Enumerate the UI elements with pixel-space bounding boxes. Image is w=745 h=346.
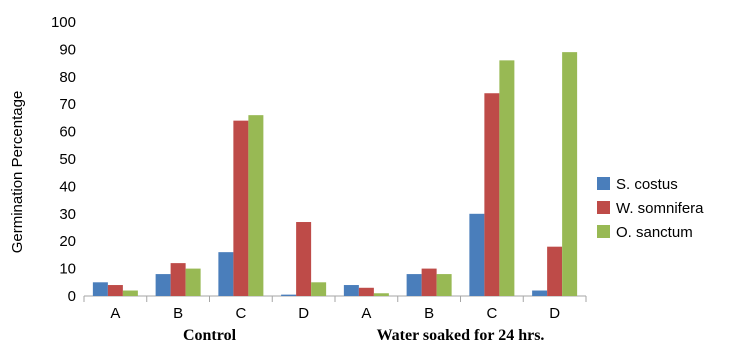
bar-w-somnifera-5	[421, 268, 437, 296]
group-label-0: Control	[183, 327, 237, 344]
x-tick-label: A	[361, 305, 371, 322]
y-tick-label: 0	[68, 288, 76, 305]
x-tick-label: D	[298, 305, 309, 322]
x-tick-label: A	[110, 305, 120, 322]
y-tick-label: 90	[59, 41, 76, 58]
y-tick-label: 30	[59, 206, 76, 223]
bar-o-sanctum-2	[248, 115, 264, 296]
bars	[92, 52, 578, 297]
legend-entry: S. costus	[616, 176, 678, 193]
bar-s-costus-4	[343, 285, 359, 296]
x-tick-label: B	[424, 305, 434, 322]
bar-o-sanctum-0	[122, 290, 138, 296]
x-tick-label: C	[486, 305, 497, 322]
bar-s-costus-3	[281, 294, 297, 296]
legend: S. costus W. somnifera O. sanctum	[597, 176, 704, 241]
bar-o-sanctum-1	[185, 268, 201, 296]
y-tick-label: 80	[59, 69, 76, 86]
bar-s-costus-1	[155, 274, 171, 296]
bar-w-somnifera-3	[296, 222, 312, 296]
y-axis: 0 10 20 30 40 50 60 70 80 90 100	[51, 14, 76, 305]
bar-w-somnifera-2	[233, 120, 249, 296]
legend-swatch	[597, 177, 610, 190]
x-tick-label: D	[549, 305, 560, 322]
bar-o-sanctum-6	[499, 60, 515, 296]
x-tick-label: B	[173, 305, 183, 322]
bar-o-sanctum-3	[311, 282, 327, 296]
y-tick-label: 10	[59, 261, 76, 278]
y-tick-label: 50	[59, 151, 76, 168]
y-tick-label: 60	[59, 124, 76, 141]
legend-entry: W. somnifera	[616, 200, 704, 217]
bar-s-costus-5	[406, 274, 422, 296]
bar-s-costus-6	[469, 213, 485, 296]
bar-w-somnifera-1	[170, 263, 186, 296]
bar-o-sanctum-5	[436, 274, 452, 296]
y-tick-label: 70	[59, 96, 76, 113]
legend-swatch	[597, 201, 610, 214]
legend-entry: O. sanctum	[616, 224, 693, 241]
y-axis-label: Germination Percentage	[9, 91, 26, 254]
bar-w-somnifera-0	[107, 285, 123, 296]
bar-o-sanctum-7	[562, 52, 578, 296]
group-label-1: Water soaked for 24 hrs.	[377, 327, 545, 344]
x-tick-label: C	[235, 305, 246, 322]
bar-s-costus-2	[218, 252, 234, 296]
bar-w-somnifera-4	[358, 287, 374, 296]
bar-s-costus-7	[532, 290, 548, 296]
y-tick-label: 20	[59, 233, 76, 250]
bar-w-somnifera-7	[547, 246, 563, 296]
legend-swatch	[597, 225, 610, 238]
bar-s-costus-0	[92, 282, 108, 296]
y-tick-label: 40	[59, 178, 76, 195]
y-tick-label: 100	[51, 14, 76, 31]
bar-o-sanctum-4	[373, 293, 389, 296]
bar-w-somnifera-6	[484, 93, 500, 297]
group-labels: Control Water soaked for 24 hrs.	[183, 327, 544, 344]
